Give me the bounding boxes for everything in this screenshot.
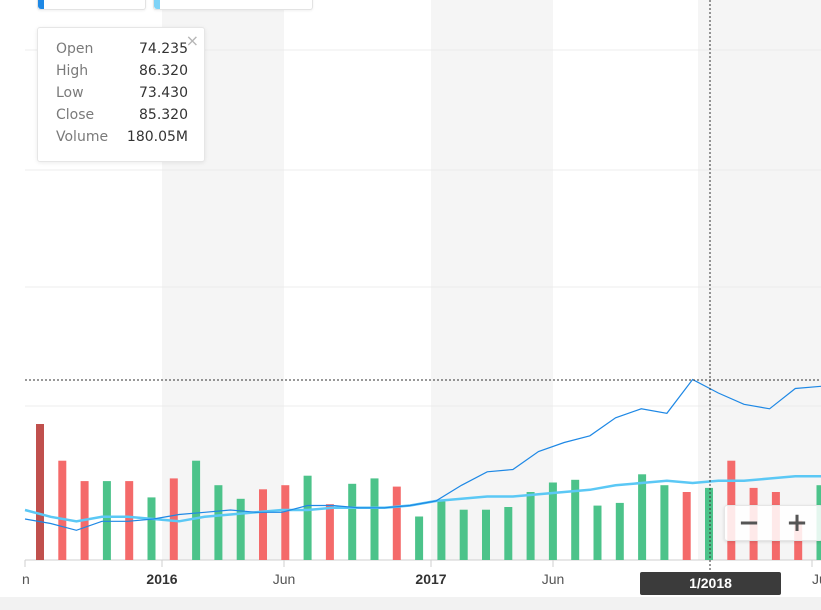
volume-bar	[58, 460, 67, 560]
time-band	[431, 0, 553, 560]
tooltip-row-close: Close 85.320	[56, 107, 206, 129]
volume-bar	[526, 492, 535, 560]
zoom-controls: − +	[724, 505, 821, 541]
volume-bar	[325, 504, 334, 560]
volume-bar	[214, 485, 223, 560]
tooltip-row-open: Open 74.235	[56, 41, 206, 63]
zoom-in-button[interactable]: +	[786, 508, 808, 538]
volume-bar	[192, 460, 201, 560]
x-tick-label: 2017	[415, 571, 446, 587]
volume-bar	[303, 475, 312, 560]
tooltip-label: Low	[56, 85, 84, 101]
bottom-strip	[0, 597, 821, 610]
x-tick-label: Jun	[542, 571, 565, 587]
volume-bar	[169, 478, 178, 560]
tooltip-label: Close	[56, 107, 95, 123]
zoom-out-button[interactable]: −	[738, 508, 760, 538]
volume-bar	[437, 501, 446, 560]
price-line	[24, 378, 821, 531]
volume-bar	[482, 509, 490, 560]
volume-bar	[638, 474, 647, 560]
volume-bar	[370, 478, 379, 560]
volume-bar	[125, 481, 134, 560]
legend-ma-chip[interactable]	[153, 0, 313, 10]
volume-bar	[615, 502, 624, 560]
time-band	[698, 0, 821, 560]
x-tick-label: 2016	[146, 571, 177, 587]
volume-bar	[548, 482, 557, 560]
tooltip-value: 86.320	[139, 63, 188, 79]
tooltip-row-high: High 86.320	[56, 63, 206, 85]
tooltip-row-low: Low 73.430	[56, 85, 206, 107]
volume-bar	[36, 424, 44, 560]
x-tick-label: Jun	[273, 571, 296, 587]
ohlc-tooltip: × Open 74.235 High 86.320 Low 73.430 Clo…	[37, 27, 205, 162]
x-tick-label: n	[22, 571, 30, 587]
tooltip-row-volume: Volume 180.05M	[56, 129, 206, 151]
volume-bar	[571, 479, 580, 560]
legend-series-chip[interactable]	[37, 0, 146, 10]
volume-bar	[259, 489, 267, 560]
legend-swatch-price	[38, 0, 44, 9]
tooltip-label: Volume	[56, 129, 109, 145]
legend-swatch-ma	[154, 0, 160, 9]
tooltip-value: 73.430	[139, 85, 188, 101]
tooltip-label: High	[56, 63, 89, 79]
tooltip-label: Open	[56, 41, 94, 57]
tooltip-value: 74.235	[139, 41, 188, 57]
volume-bar	[147, 497, 156, 560]
volume-bar	[504, 507, 513, 560]
volume-bar	[392, 486, 401, 560]
volume-bar	[593, 505, 602, 560]
volume-bar	[102, 481, 111, 560]
tooltip-value: 180.05M	[126, 129, 188, 145]
tooltip-value: 85.320	[139, 107, 188, 123]
volume-bar	[281, 485, 290, 560]
volume-bar	[705, 487, 713, 560]
volume-bar	[348, 483, 357, 560]
volume-bar	[459, 509, 468, 560]
x-tick-label: Ju	[812, 571, 821, 587]
close-icon[interactable]: ×	[185, 31, 199, 50]
crosshair-date-label: 1/2018	[640, 572, 781, 595]
volume-bar	[415, 516, 424, 560]
volume-bar	[682, 492, 691, 560]
volume-bar	[236, 498, 245, 560]
volume-bar	[660, 485, 669, 560]
